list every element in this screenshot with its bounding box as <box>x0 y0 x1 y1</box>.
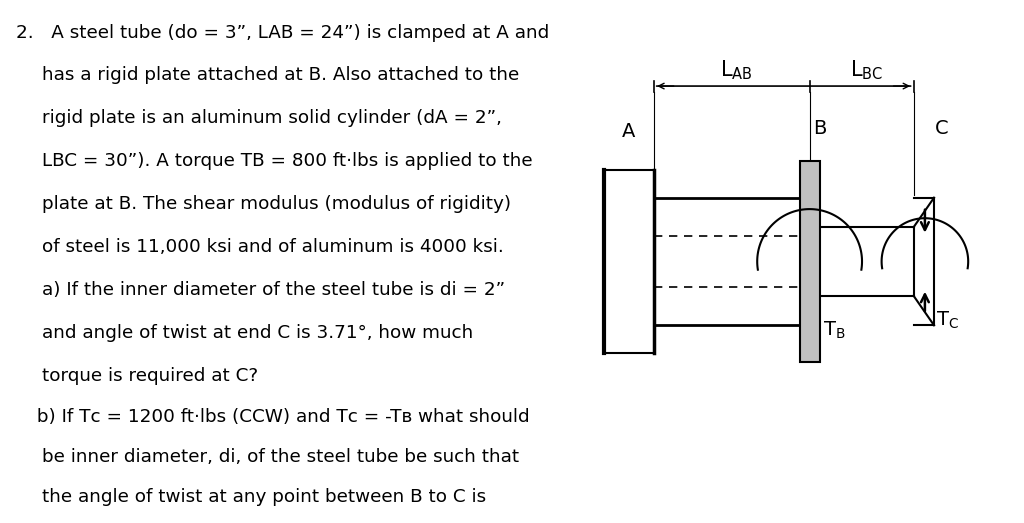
Text: LBC = 30”). A torque TB = 800 ft·lbs is applied to the: LBC = 30”). A torque TB = 800 ft·lbs is … <box>42 152 532 170</box>
Text: A: A <box>622 122 636 141</box>
Text: $\mathregular{T_C}$: $\mathregular{T_C}$ <box>936 309 959 331</box>
Bar <box>800 161 820 362</box>
Text: torque is required at C?: torque is required at C? <box>42 367 258 384</box>
Text: b) If Tᴄ = 1200 ft·lbs (CCW) and Tᴄ = -Tʙ what should: b) If Tᴄ = 1200 ft·lbs (CCW) and Tᴄ = -T… <box>31 408 529 426</box>
Text: $\mathregular{L_{BC}}$: $\mathregular{L_{BC}}$ <box>850 59 883 83</box>
Text: B: B <box>813 119 826 138</box>
Text: $\mathregular{T_B}$: $\mathregular{T_B}$ <box>823 320 846 340</box>
Text: and angle of twist at end C is 3.71°, how much: and angle of twist at end C is 3.71°, ho… <box>42 324 473 342</box>
Text: has a rigid plate attached at B. Also attached to the: has a rigid plate attached at B. Also at… <box>42 66 519 84</box>
Text: of steel is 11,000 ksi and of aluminum is 4000 ksi.: of steel is 11,000 ksi and of aluminum i… <box>42 238 504 256</box>
Text: be inner diameter, di, of the steel tube be such that: be inner diameter, di, of the steel tube… <box>42 448 519 466</box>
Text: plate at B. The shear modulus (modulus of rigidity): plate at B. The shear modulus (modulus o… <box>42 195 511 213</box>
Text: the angle of twist at any point between B to C is: the angle of twist at any point between … <box>42 488 486 506</box>
Text: C: C <box>935 119 948 138</box>
Text: rigid plate is an aluminum solid cylinder (dA = 2”,: rigid plate is an aluminum solid cylinde… <box>42 109 502 127</box>
Bar <box>604 170 653 353</box>
Text: a) If the inner diameter of the steel tube is di = 2”: a) If the inner diameter of the steel tu… <box>42 281 505 299</box>
Text: $\mathregular{L_{AB}}$: $\mathregular{L_{AB}}$ <box>720 59 753 83</box>
Text: 2.   A steel tube (do = 3”, LAB = 24”) is clamped at A and: 2. A steel tube (do = 3”, LAB = 24”) is … <box>15 24 549 41</box>
